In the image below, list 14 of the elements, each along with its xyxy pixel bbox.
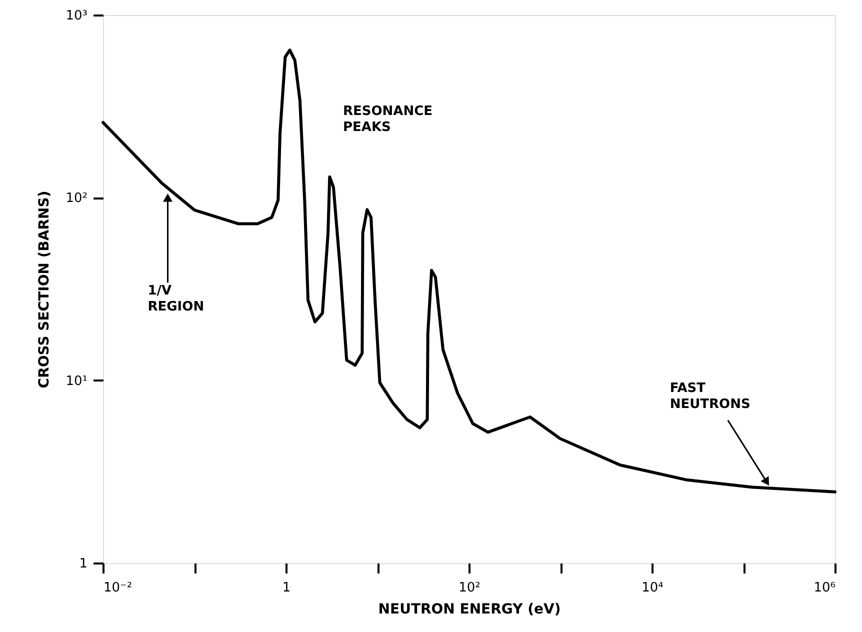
annotation: FAST NEUTRONS: [670, 381, 750, 412]
y-tick-label: 10¹: [66, 374, 88, 389]
x-tick-label: 10⁴: [642, 580, 664, 596]
y-tick-label: 10²: [66, 191, 88, 206]
y-tick-label: 1: [79, 556, 88, 572]
annotation: 1/V REGION: [148, 284, 204, 315]
x-tick-label: 10⁻²: [104, 580, 132, 596]
y-axis-title: CROSS SECTION (BARNS): [36, 190, 53, 388]
x-tick-label: 1: [282, 580, 291, 596]
annotation: RESONANCE PEAKS: [343, 104, 433, 135]
x-tick-label: 10²: [458, 580, 480, 596]
y-tick-label: 10³: [66, 8, 88, 24]
x-tick-label: 10⁶: [814, 580, 836, 596]
x-axis-title: NEUTRON ENERGY (eV): [378, 602, 561, 618]
